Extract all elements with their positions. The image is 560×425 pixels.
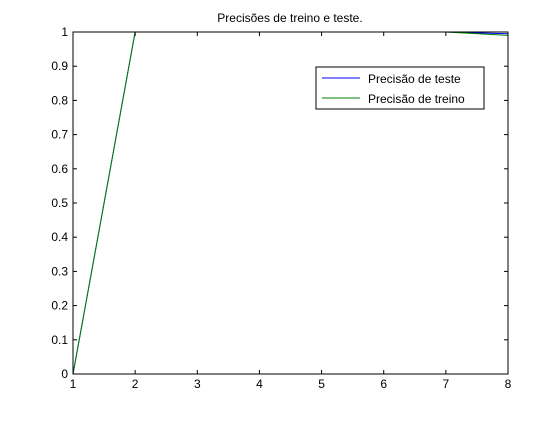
x-tick-label: 7: [443, 377, 450, 391]
y-tick-label: 0.6: [51, 162, 68, 176]
y-tick-label: 0.2: [51, 299, 68, 313]
y-tick-label: 0.3: [51, 264, 68, 278]
y-tick-label: 0.1: [51, 333, 68, 347]
legend-label-1: Precisão de teste: [368, 72, 461, 86]
x-tick-label: 4: [256, 377, 263, 391]
x-tick-label: 6: [380, 377, 387, 391]
y-tick-label: 0.4: [51, 230, 68, 244]
x-tick-label: 1: [70, 377, 77, 391]
y-tick-label: 0.7: [51, 128, 68, 142]
ticks-layer: 1 2 3 4 5 6 7 8 0 0.1 0.2 0.3 0.4 0.5 0.6 0.7 0.8 0.9 1: [51, 25, 511, 391]
y-tick-label: 0.8: [51, 93, 68, 107]
legend-box: [315, 66, 485, 110]
y-tick-label: 1: [61, 25, 68, 39]
y-tick-label: 0.9: [51, 59, 68, 73]
x-tick-label: 5: [318, 377, 325, 391]
legend-label-2: Precisão de treino: [368, 92, 465, 106]
x-tick-label: 2: [132, 377, 139, 391]
x-tick-label: 8: [505, 377, 512, 391]
y-tick-label: 0.5: [51, 196, 68, 210]
legend: Precisão de teste Precisão de treino: [315, 66, 485, 110]
x-tick-label: 3: [194, 377, 201, 391]
chart-title: Precisões de treino e teste.: [217, 11, 362, 25]
y-tick-label: 0: [61, 367, 68, 381]
